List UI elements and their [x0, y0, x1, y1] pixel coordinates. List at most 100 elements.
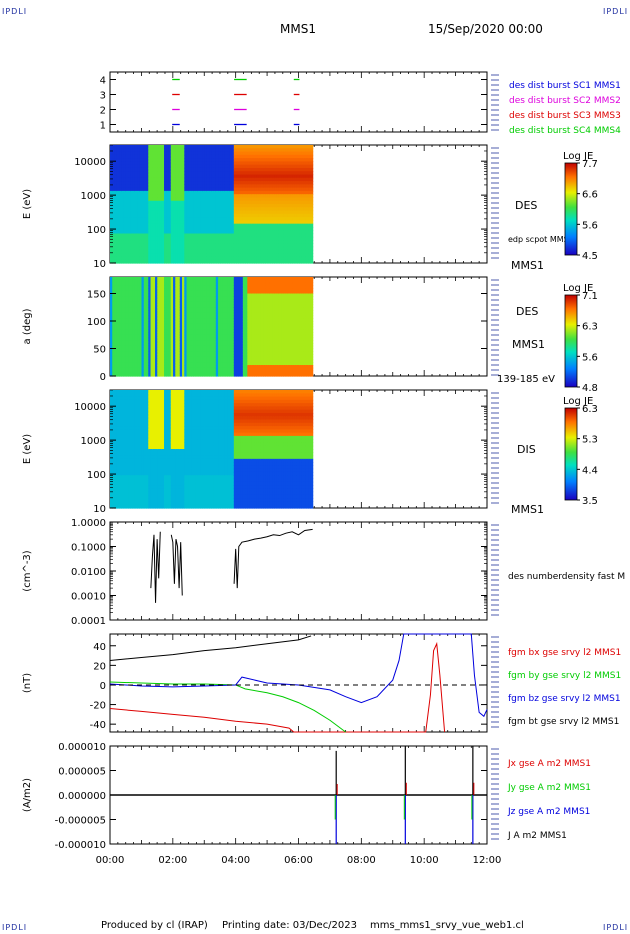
- des_energy-cell: [276, 184, 280, 189]
- des_energy-cell: [132, 151, 136, 156]
- des_energy-cell: [281, 249, 284, 254]
- des_energy-cell: [238, 164, 242, 169]
- des_energy-cell: [209, 253, 212, 258]
- des_energy-cell: [305, 213, 309, 218]
- des_energy-cell: [290, 197, 293, 202]
- des_energy-cell: [161, 253, 165, 258]
- des_pitch-cell: [121, 326, 125, 330]
- des_pitch-cell: [182, 351, 185, 355]
- des_energy-cell: [164, 204, 167, 208]
- des_pitch-cell: [186, 290, 190, 295]
- des_energy-cell: [294, 204, 298, 208]
- des_energy-cell: [137, 220, 140, 225]
- des_pitch-cell: [179, 304, 183, 308]
- des_energy-cell: [220, 207, 224, 212]
- des_pitch-cell: [179, 359, 183, 363]
- des_pitch-cell: [152, 362, 156, 366]
- des_energy-cell: [157, 249, 161, 254]
- des_pitch-cell: [188, 348, 192, 352]
- des_pitch-cell: [184, 310, 188, 314]
- des_energy-cell: [134, 226, 138, 231]
- des_pitch-cell: [177, 370, 181, 374]
- des_pitch-cell: [175, 310, 179, 314]
- des_energy-cell: [281, 148, 284, 153]
- des_energy-cell: [231, 154, 235, 159]
- des_pitch-cell: [143, 348, 147, 352]
- des_pitch-cell: [112, 293, 116, 297]
- des_energy-cell: [310, 161, 314, 166]
- des_energy-cell: [290, 145, 293, 149]
- des_energy-cell: [170, 194, 174, 199]
- des_energy-cell: [193, 194, 197, 199]
- des_energy-cell: [272, 174, 275, 179]
- des_energy-cell: [125, 253, 129, 258]
- des_energy-cell: [263, 204, 266, 208]
- des_pitch-cell: [132, 348, 136, 352]
- des_pitch-cell: [184, 356, 188, 361]
- des_energy-cell: [175, 249, 179, 254]
- des_pitch-cell: [119, 288, 122, 292]
- des_energy-cell: [155, 181, 158, 185]
- des_energy-cell: [164, 148, 167, 153]
- des_energy-cell: [305, 177, 309, 182]
- des_energy-cell: [260, 177, 264, 182]
- des_pitch-cell: [182, 288, 185, 292]
- des_pitch-cell: [188, 345, 192, 350]
- des_pitch-cell: [186, 282, 190, 286]
- des_energy-cell: [233, 171, 237, 176]
- des_energy-cell: [112, 164, 116, 169]
- des_energy-cell: [148, 161, 152, 166]
- des_energy-cell: [269, 174, 273, 179]
- des_energy-cell: [130, 207, 134, 212]
- des_energy-cell: [224, 243, 228, 248]
- des_pitch-cell: [110, 277, 113, 281]
- des_energy-cell: [301, 236, 305, 241]
- des_pitch-cell: [173, 307, 176, 311]
- des_energy-cell: [290, 148, 293, 153]
- des_energy-cell: [296, 204, 300, 208]
- des_energy-cell: [209, 167, 212, 172]
- des_energy-cell: [114, 230, 118, 235]
- des_pitch-cell: [173, 362, 176, 366]
- des_energy-cell: [191, 171, 194, 176]
- des_energy-cell: [290, 190, 293, 195]
- des_energy-cell: [182, 256, 185, 261]
- des_energy-cell: [224, 240, 228, 244]
- des_energy-cell: [119, 145, 122, 149]
- des_pitch-cell: [188, 334, 192, 339]
- des_pitch-cell: [164, 312, 167, 317]
- des_energy-cell: [238, 233, 242, 238]
- des_energy-cell: [278, 174, 282, 179]
- des_pitch-cell: [170, 290, 174, 295]
- des_energy-cell: [269, 181, 273, 185]
- des_energy-cell: [123, 190, 127, 195]
- des_energy-cell: [197, 226, 201, 231]
- des_pitch-cell: [121, 356, 125, 361]
- des_pitch-cell: [121, 359, 125, 363]
- des_energy-cell: [242, 174, 246, 179]
- des_energy-cell: [310, 226, 314, 231]
- des_energy-cell: [258, 200, 262, 205]
- des_energy-cell: [296, 253, 300, 258]
- des_energy-cell: [130, 226, 134, 231]
- des_pitch-cell: [112, 367, 116, 372]
- des_energy-cell: [251, 259, 255, 264]
- des_pitch-cell: [184, 348, 188, 352]
- des_energy-cell: [238, 220, 242, 225]
- des_energy-cell: [290, 174, 293, 179]
- des_pitch-cell: [130, 337, 134, 341]
- des_energy-cell: [310, 207, 314, 212]
- des_pitch-cell: [119, 354, 122, 358]
- des_energy-cell: [202, 197, 206, 202]
- des_energy-cell: [166, 220, 170, 225]
- des_energy-cell: [170, 217, 174, 221]
- des_pitch-cell: [161, 279, 165, 284]
- des_energy-cell: [186, 240, 190, 244]
- des_energy-cell: [170, 223, 174, 228]
- des_pitch-cell: [186, 293, 190, 297]
- des_energy-cell: [200, 200, 203, 205]
- des_energy-cell: [137, 181, 140, 185]
- des_energy-cell: [191, 220, 194, 225]
- des_energy-cell: [195, 184, 199, 189]
- des_energy-cell: [184, 240, 188, 244]
